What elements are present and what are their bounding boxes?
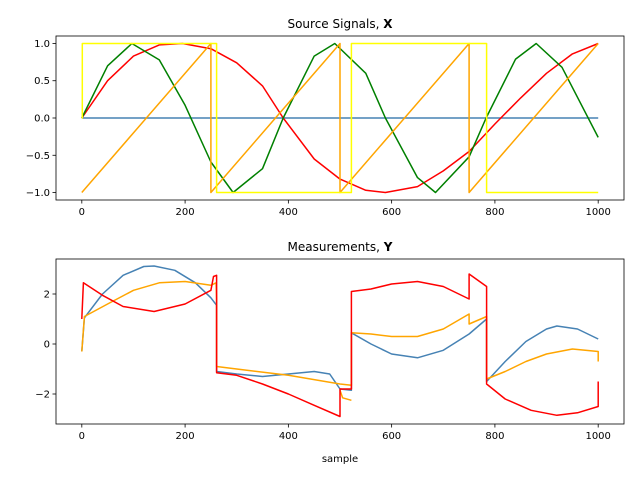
- x-tick-label: 0: [79, 207, 85, 218]
- x-tick-label: 200: [176, 431, 195, 442]
- x-tick-label: 0: [79, 431, 85, 442]
- y-tick-label: 0.0: [34, 114, 50, 125]
- measurements-axes: Measurements, Y 0 200 400 600 800 1000 −2 0 2 sa…: [35, 240, 625, 465]
- x-tick-label: 600: [382, 431, 401, 442]
- series-line-4: [81, 42, 599, 194]
- series-line-0: [81, 265, 599, 392]
- x-tick-label: 400: [279, 207, 298, 218]
- x-tick-label: 800: [485, 431, 504, 442]
- y-tick-label: 0.5: [34, 76, 50, 87]
- y-tick-label: 2: [44, 290, 50, 301]
- source-signals-axes: Source Signals, X 0 200 400 600 800 1000 −1.0 −…: [26, 17, 625, 218]
- measurements-frame: [55, 258, 625, 425]
- y-tick-label: −2: [35, 390, 50, 401]
- measurements-xlabel: sample: [322, 454, 358, 465]
- measurements-title: Measurements, Y: [288, 240, 393, 254]
- y-tick-label: 1.0: [34, 39, 50, 50]
- source-signals-title: Source Signals, X: [287, 17, 393, 31]
- source-signals-lines: [81, 42, 599, 194]
- series-line-2: [339, 390, 352, 402]
- x-tick-label: 200: [176, 207, 195, 218]
- x-tick-label: 1000: [585, 207, 610, 218]
- x-tick-label: 600: [382, 207, 401, 218]
- x-tick-label: 1000: [585, 431, 610, 442]
- source-signals-frame: [55, 35, 625, 201]
- y-tick-label: 0: [44, 340, 50, 351]
- series-line-3: [81, 273, 599, 418]
- x-tick-label: 800: [485, 207, 504, 218]
- y-tick-label: −0.5: [26, 151, 50, 162]
- source-signals-ticks: 0 200 400 600 800 1000 −1.0 −0.5 0.0 0.5 1.0: [26, 39, 611, 218]
- series-line-3: [81, 42, 599, 194]
- x-tick-label: 400: [279, 431, 298, 442]
- measurements-ticks: 0 200 400 600 800 1000 −2 0 2: [35, 290, 611, 443]
- series-line-2: [81, 42, 599, 194]
- y-tick-label: −1.0: [26, 188, 50, 199]
- measurements-lines: [81, 265, 599, 418]
